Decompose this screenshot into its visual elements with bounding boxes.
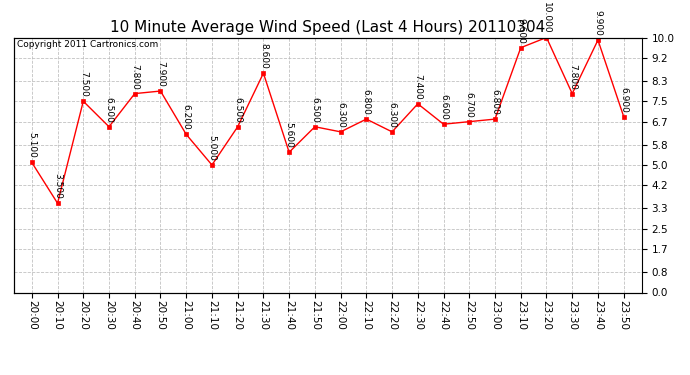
- Text: 5.600: 5.600: [285, 122, 294, 148]
- Text: 6.300: 6.300: [388, 102, 397, 128]
- Text: 5.100: 5.100: [28, 132, 37, 158]
- Title: 10 Minute Average Wind Speed (Last 4 Hours) 20110304: 10 Minute Average Wind Speed (Last 4 Hou…: [110, 20, 545, 35]
- Text: 7.900: 7.900: [156, 61, 165, 87]
- Text: 5.000: 5.000: [208, 135, 217, 161]
- Text: 6.900: 6.900: [619, 87, 628, 112]
- Text: 6.500: 6.500: [233, 97, 242, 123]
- Text: 6.300: 6.300: [336, 102, 345, 128]
- Text: 6.200: 6.200: [181, 105, 190, 130]
- Text: 6.700: 6.700: [465, 92, 474, 117]
- Text: 9.900: 9.900: [593, 10, 602, 36]
- Text: 7.800: 7.800: [568, 63, 577, 89]
- Text: 9.600: 9.600: [516, 18, 525, 44]
- Text: 6.600: 6.600: [439, 94, 448, 120]
- Text: 6.500: 6.500: [104, 97, 114, 123]
- Text: 7.400: 7.400: [413, 74, 422, 100]
- Text: Copyright 2011 Cartronics.com: Copyright 2011 Cartronics.com: [17, 40, 158, 49]
- Text: 7.500: 7.500: [79, 71, 88, 97]
- Text: 3.500: 3.500: [53, 173, 62, 199]
- Text: 6.800: 6.800: [362, 89, 371, 115]
- Text: 10.000: 10.000: [542, 2, 551, 33]
- Text: 8.600: 8.600: [259, 43, 268, 69]
- Text: 7.800: 7.800: [130, 63, 139, 89]
- Text: 6.500: 6.500: [310, 97, 319, 123]
- Text: 6.800: 6.800: [491, 89, 500, 115]
